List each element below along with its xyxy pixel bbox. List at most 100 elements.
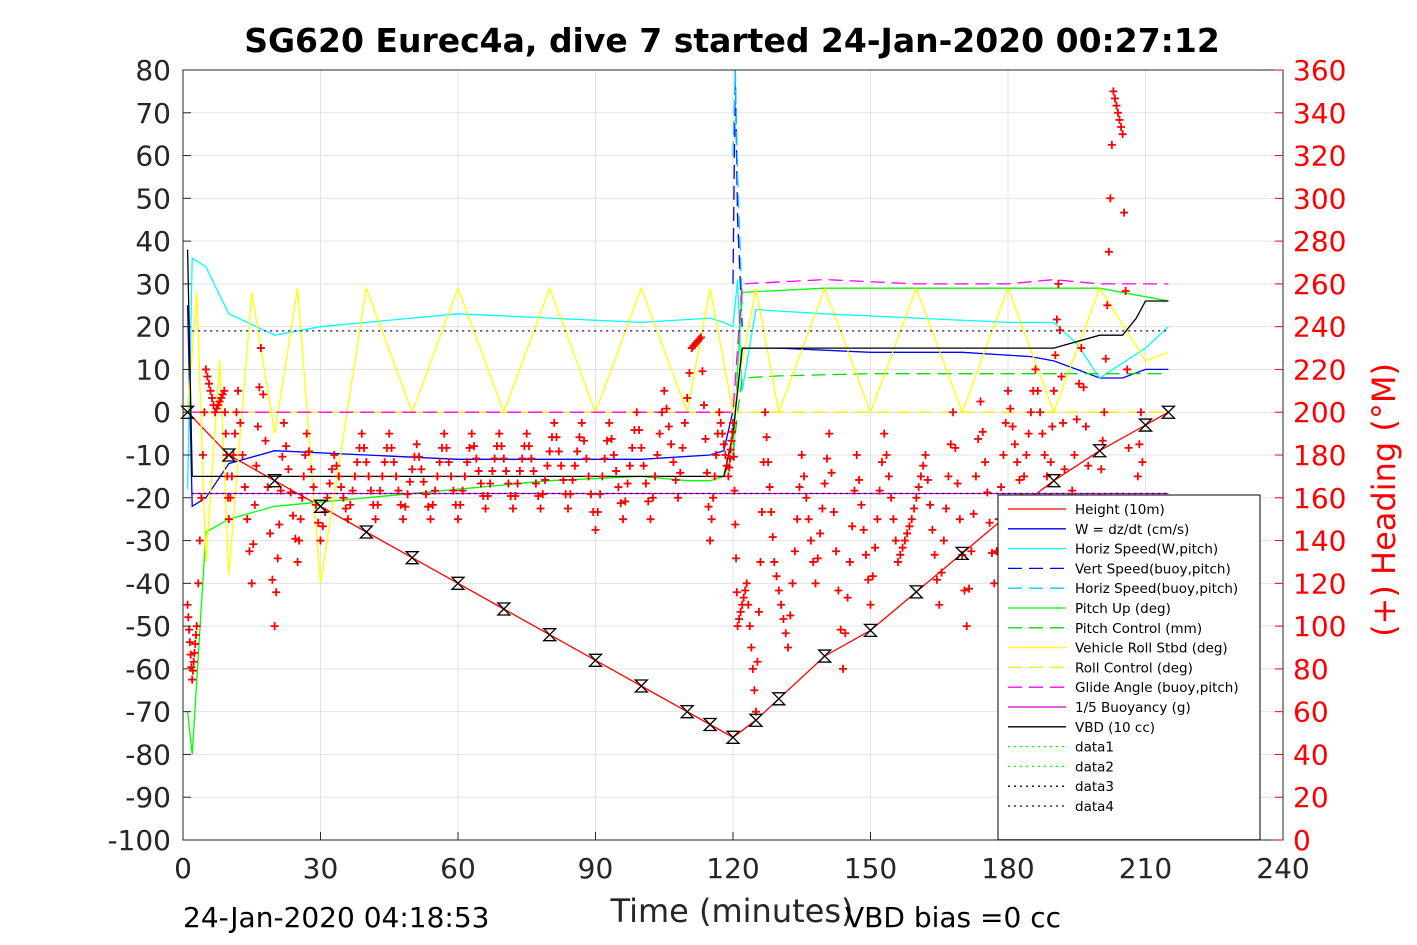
heading-point xyxy=(637,443,646,452)
heading-point xyxy=(490,454,499,463)
depth-marker xyxy=(633,679,649,693)
heading-point xyxy=(818,504,827,513)
depth-marker xyxy=(702,717,718,732)
legend-label: Horiz Speed(buoy,pitch) xyxy=(1075,581,1238,597)
heading-point xyxy=(999,451,1008,459)
heading-point xyxy=(245,547,254,556)
heading-point xyxy=(234,386,242,395)
heading-point xyxy=(529,467,538,476)
heading-point xyxy=(350,472,359,481)
y-tick-label: 80 xyxy=(135,54,171,87)
heading-point xyxy=(699,401,708,410)
heading-point xyxy=(403,490,412,499)
heading-point xyxy=(1040,451,1049,459)
heading-point xyxy=(1013,458,1022,467)
heading-point xyxy=(1110,94,1119,103)
y-tick-label: 60 xyxy=(135,140,171,173)
legend-label: Pitch Control (mm) xyxy=(1075,621,1202,637)
heading-point xyxy=(1077,344,1086,353)
heading-point xyxy=(621,497,630,506)
heading-point xyxy=(189,657,198,666)
right-tick-label: 40 xyxy=(1293,738,1329,771)
heading-point xyxy=(1070,451,1079,459)
heading-point xyxy=(362,458,371,467)
heading-point xyxy=(732,554,741,563)
y-tick-label: 10 xyxy=(135,353,171,386)
heading-point xyxy=(742,579,751,588)
heading-point xyxy=(1136,408,1145,417)
heading-point xyxy=(841,629,850,638)
y-tick-label: -100 xyxy=(107,824,171,857)
heading-point xyxy=(748,664,757,673)
legend-label: Roll Control (deg) xyxy=(1075,660,1193,676)
depth-marker xyxy=(771,692,787,706)
heading-point xyxy=(1123,365,1132,374)
heading-point xyxy=(729,418,737,427)
heading-point xyxy=(845,557,854,566)
heading-point xyxy=(800,472,809,481)
heading-point xyxy=(744,600,753,609)
heading-point xyxy=(891,536,900,545)
right-tick-label: 20 xyxy=(1293,781,1329,814)
heading-point xyxy=(511,491,520,500)
heading-point xyxy=(302,429,311,438)
heading-point xyxy=(366,486,375,495)
depth-marker xyxy=(267,474,283,488)
heading-point xyxy=(1024,429,1033,438)
heading-point xyxy=(912,493,921,502)
y-tick-label: 30 xyxy=(135,268,171,301)
heading-point xyxy=(614,483,623,492)
right-tick-label: 340 xyxy=(1293,97,1346,130)
heading-point xyxy=(750,686,759,695)
heading-point xyxy=(825,429,834,438)
legend-label: data1 xyxy=(1075,740,1114,756)
heading-point xyxy=(910,504,919,513)
heading-point xyxy=(476,479,485,488)
heading-point xyxy=(635,426,644,435)
heading-point xyxy=(758,508,767,517)
right-tick-label: 120 xyxy=(1293,567,1346,600)
heading-point xyxy=(1015,475,1024,484)
legend-label: Vehicle Roll Stbd (deg) xyxy=(1075,641,1228,657)
depth-marker xyxy=(450,576,466,590)
heading-point xyxy=(534,491,543,500)
heading-point xyxy=(836,625,845,634)
heading-point xyxy=(786,611,795,620)
heading-point xyxy=(958,550,967,559)
heading-point xyxy=(928,525,937,534)
depth-marker xyxy=(725,730,741,744)
heading-point xyxy=(203,372,212,381)
heading-point xyxy=(855,475,864,484)
heading-point xyxy=(907,515,916,524)
heading-point xyxy=(584,472,593,481)
heading-point xyxy=(756,557,765,566)
heading-point xyxy=(944,472,953,481)
heading-point xyxy=(385,429,394,438)
heading-point xyxy=(221,429,230,438)
heading-point xyxy=(609,451,618,459)
heading-point xyxy=(192,622,201,631)
heading-point xyxy=(1138,458,1147,467)
heading-point xyxy=(721,451,730,459)
heading-point xyxy=(220,386,229,395)
heading-point xyxy=(1104,247,1113,256)
heading-point xyxy=(577,418,586,427)
right-tick-label: 320 xyxy=(1293,140,1346,173)
heading-point xyxy=(816,529,825,538)
heading-point xyxy=(289,511,297,520)
heading-point xyxy=(467,429,476,438)
heading-point xyxy=(309,483,318,492)
heading-point xyxy=(541,475,550,484)
heading-point xyxy=(882,451,891,459)
heading-point xyxy=(353,458,362,467)
heading-point xyxy=(396,500,405,509)
heading-point xyxy=(460,472,469,481)
heading-point xyxy=(861,550,870,559)
heading-point xyxy=(942,504,951,513)
heading-point xyxy=(889,515,898,524)
legend-label: data2 xyxy=(1075,759,1114,775)
depth-marker xyxy=(1092,444,1108,458)
heading-point xyxy=(575,433,584,442)
heading-point xyxy=(1079,383,1088,392)
